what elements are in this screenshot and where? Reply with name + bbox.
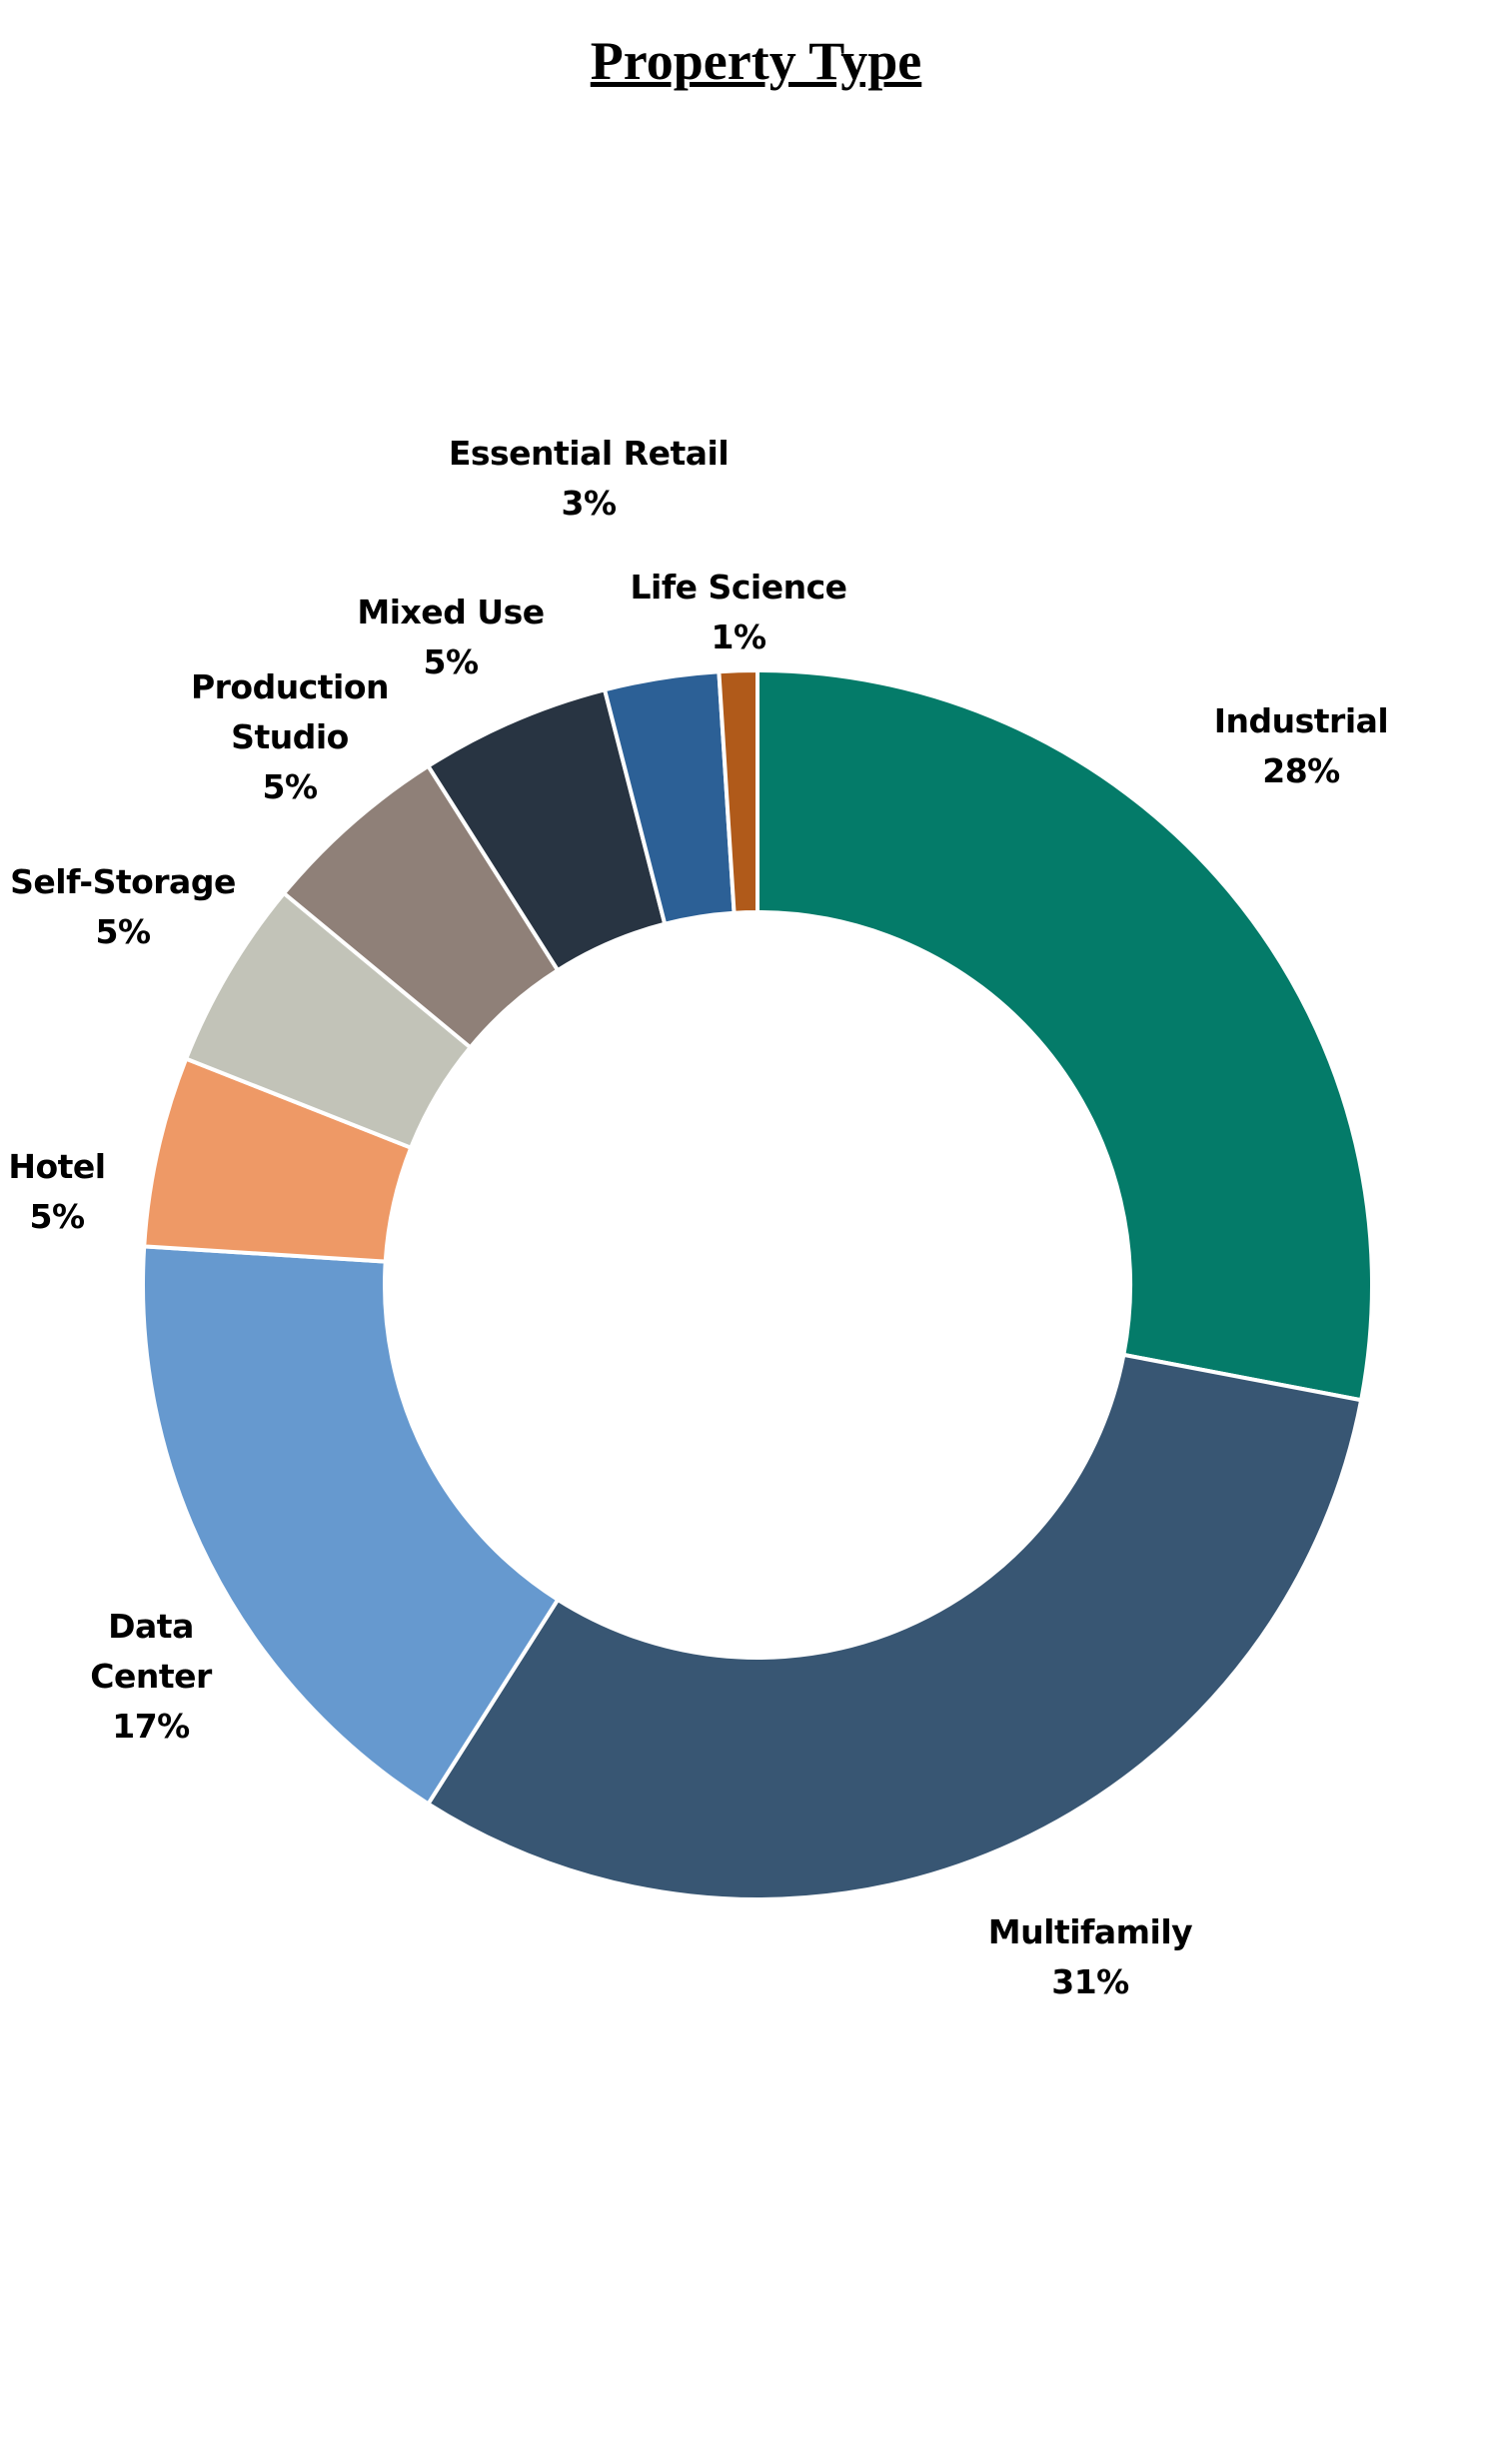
category-label: Hotel xyxy=(8,1147,106,1186)
chart-title: Property Type xyxy=(590,31,922,91)
category-label: Production Studio xyxy=(190,667,390,756)
slice-label: Self-Storage 5% xyxy=(0,857,273,957)
value-label: 5% xyxy=(262,767,318,806)
category-label: Industrial xyxy=(1213,701,1389,740)
value-label: 28% xyxy=(1262,751,1340,790)
category-label: Essential Retail xyxy=(448,434,730,473)
category-label: Life Science xyxy=(630,568,847,607)
slice-label: Multifamily 31% xyxy=(890,1907,1290,2007)
category-label: Self-Storage xyxy=(10,862,236,901)
donut-slice xyxy=(141,1244,561,1808)
slice-label: Essential Retail 3% xyxy=(389,429,788,529)
donut-slice xyxy=(717,667,759,915)
slice-label: Industrial 28% xyxy=(1101,696,1501,796)
value-label: 5% xyxy=(95,912,151,951)
value-label: 3% xyxy=(561,484,617,523)
value-label: 31% xyxy=(1051,1962,1129,2001)
slice-label: Hotel 5% xyxy=(0,1142,157,1242)
slice-label: Life Science 1% xyxy=(539,563,938,662)
donut-slice xyxy=(425,1352,1364,1901)
slice-label: Data Center 17% xyxy=(76,1602,226,1752)
donut-slice xyxy=(756,667,1374,1403)
value-label: 5% xyxy=(29,1197,85,1236)
value-label: 5% xyxy=(423,642,479,681)
slice-label: Mixed Use 5% xyxy=(301,588,601,687)
value-label: 17% xyxy=(112,1707,190,1746)
value-label: 1% xyxy=(711,617,766,656)
category-label: Data Center xyxy=(90,1607,212,1696)
slice-label: Production Studio 5% xyxy=(175,662,405,812)
category-label: Mixed Use xyxy=(357,593,545,631)
category-label: Multifamily xyxy=(987,1912,1193,1951)
